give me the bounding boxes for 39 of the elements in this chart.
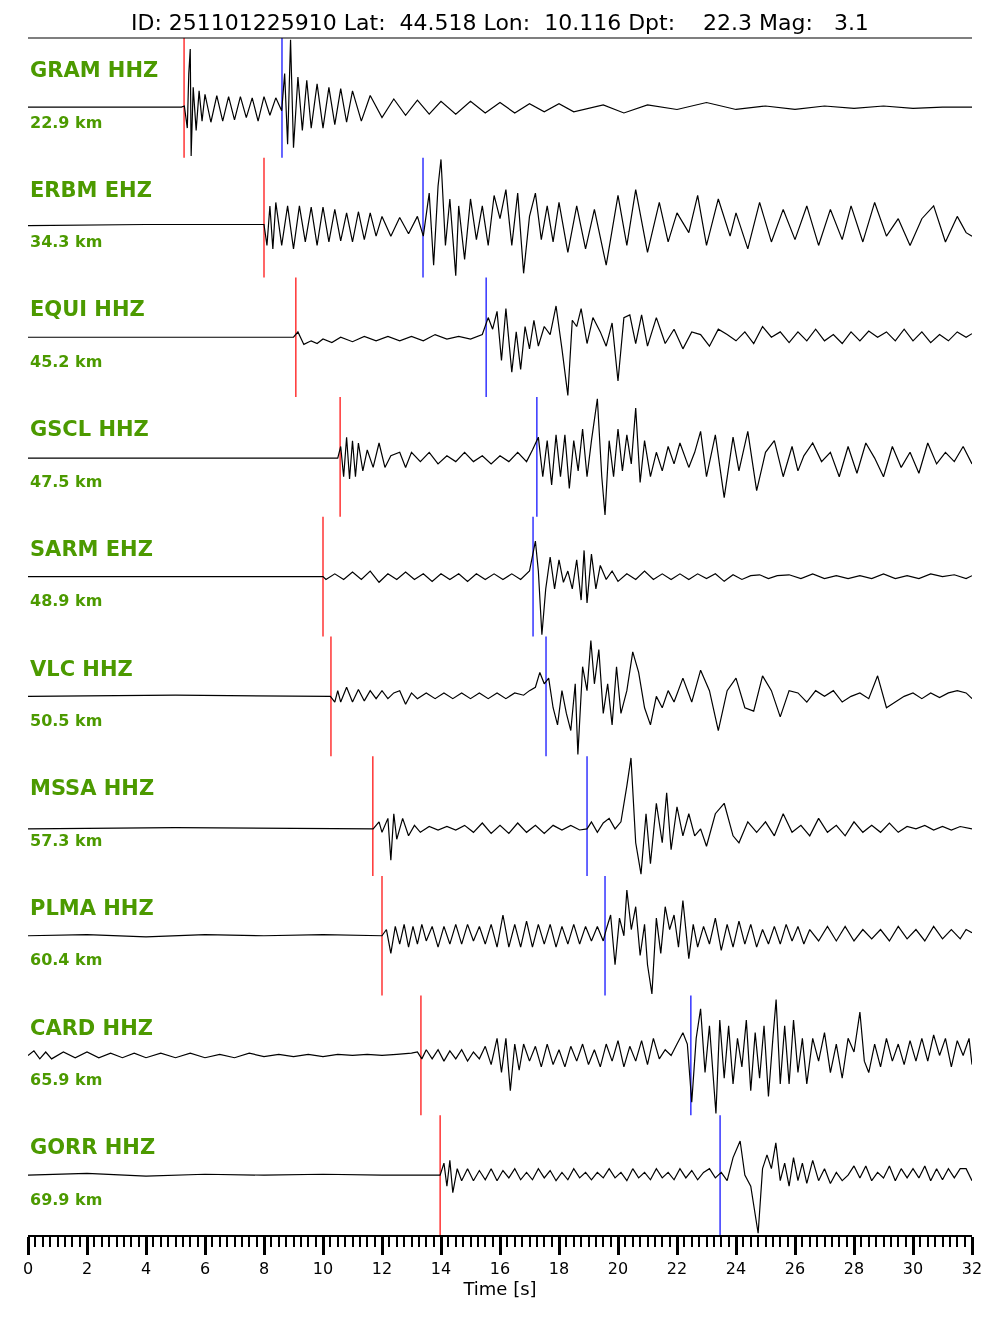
x-tick-label: 26 — [784, 1258, 806, 1278]
x-tick-label: 22 — [666, 1258, 688, 1278]
annotation: VLC HHZ — [30, 657, 133, 681]
annotation: MSSA HHZ — [30, 776, 155, 800]
x-tick-label: 10 — [312, 1258, 334, 1278]
annotation: 47.5 km — [30, 472, 103, 491]
x-tick-label: 16 — [489, 1258, 511, 1278]
x-tick-label: 18 — [548, 1258, 570, 1278]
annotation: 60.4 km — [30, 950, 103, 969]
annotation: 34.3 km — [30, 232, 103, 251]
annotation: CARD HHZ — [30, 1016, 153, 1040]
annotation: EQUI HHZ — [30, 297, 145, 321]
x-tick-label: 20 — [607, 1258, 629, 1278]
annotation: 22.9 km — [30, 113, 103, 132]
annotation: PLMA HHZ — [30, 896, 154, 920]
x-tick-label: 6 — [199, 1258, 211, 1278]
chart-title: ID: 251101225910 Lat: 44.518 Lon: 10.116 Dpt: 22.3 Mag: 3.1 — [131, 10, 869, 35]
x-tick-label: 8 — [258, 1258, 270, 1278]
x-tick-label: 24 — [725, 1258, 747, 1278]
x-tick-label: 12 — [371, 1258, 393, 1278]
annotation: 69.9 km — [30, 1190, 103, 1209]
annotation: 65.9 km — [30, 1070, 103, 1089]
x-tick-label: 4 — [140, 1258, 152, 1278]
x-tick-label: 2 — [81, 1258, 93, 1278]
annotation: 45.2 km — [30, 352, 103, 371]
annotation: 50.5 km — [30, 711, 103, 730]
x-tick-label: 28 — [843, 1258, 865, 1278]
annotation: ERBM EHZ — [30, 178, 152, 202]
x-tick-label: 32 — [961, 1258, 983, 1278]
x-tick-label: 14 — [430, 1258, 452, 1278]
annotation: 48.9 km — [30, 591, 103, 610]
x-tick-label: 0 — [22, 1258, 34, 1278]
annotation: SARM EHZ — [30, 537, 153, 561]
annotation: 57.3 km — [30, 831, 103, 850]
annotation: GSCL HHZ — [30, 417, 149, 441]
annotation: GORR HHZ — [30, 1135, 156, 1159]
x-tick-label: 30 — [902, 1258, 924, 1278]
x-axis-title: Time [s] — [462, 1277, 537, 1299]
annotation: GRAM HHZ — [30, 58, 159, 82]
